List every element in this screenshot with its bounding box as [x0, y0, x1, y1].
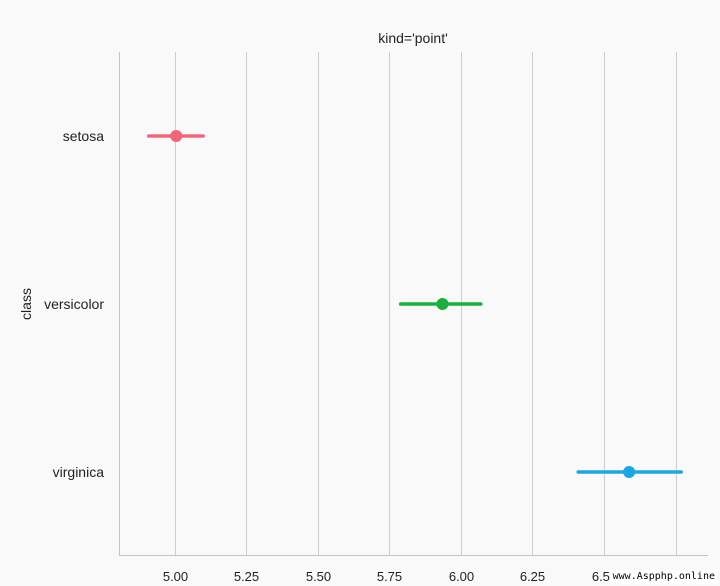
- data-points: [170, 130, 636, 478]
- chart-title: kind='point': [378, 30, 448, 46]
- x-tick-label: 5.25: [234, 569, 259, 584]
- y-tick-label: virginica: [53, 464, 105, 480]
- x-tick-label: 5.00: [163, 569, 188, 584]
- confidence-intervals: [146, 134, 683, 474]
- x-tick-label: 5.75: [377, 569, 402, 584]
- y-axis-title: class: [18, 288, 34, 320]
- data-point: [170, 130, 183, 142]
- x-tick-label: 6.00: [449, 569, 474, 584]
- y-tick-label: versicolor: [44, 296, 104, 312]
- data-point: [436, 298, 449, 310]
- axes: [119, 52, 708, 556]
- watermark: www.Aspphp.online: [609, 570, 718, 584]
- x-tick-label: 6.25: [520, 569, 545, 584]
- data-point: [623, 466, 636, 478]
- y-tick-label: setosa: [63, 128, 104, 144]
- x-tick-label: 5.50: [306, 569, 331, 584]
- y-tick-labels: setosa versicolor virginica: [44, 128, 104, 480]
